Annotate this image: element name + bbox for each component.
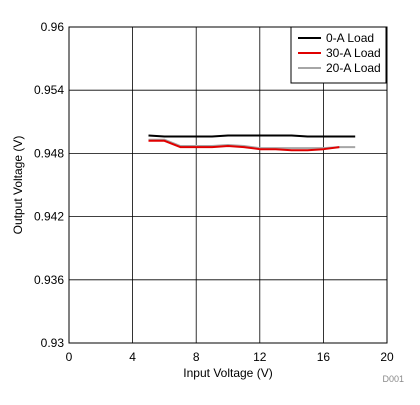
y-tick-labels: 0.93 0.936 0.942 0.948 0.954 0.96	[34, 20, 64, 350]
legend-label-20a: 20-A Load	[326, 61, 381, 75]
x-axis-title: Input Voltage (V)	[183, 366, 272, 380]
legend: 0-A Load 30-A Load 20-A Load	[290, 26, 387, 84]
y-tick-label: 0.954	[34, 83, 64, 97]
series-lines	[148, 134, 356, 152]
x-tick-labels: 0 4 8 12 16 20	[66, 350, 394, 364]
plot-frame	[68, 26, 388, 344]
y-tick-label: 0.942	[34, 210, 64, 224]
y-tick-label: 0.96	[41, 20, 65, 34]
y-tick-label: 0.948	[34, 146, 64, 160]
x-tick-label: 20	[380, 350, 394, 364]
x-tick-label: 12	[253, 350, 267, 364]
y-tick-label: 0.936	[34, 273, 64, 287]
series-line-20-a-load	[148, 138, 356, 150]
y-axis-title: Output Voltage (V)	[11, 136, 25, 235]
y-tick-label: 0.93	[41, 336, 65, 350]
series-line-30-a-load	[148, 139, 340, 152]
legend-label-30a: 30-A Load	[326, 46, 381, 60]
legend-label-0a: 0-A Load	[326, 31, 374, 45]
x-tick-label: 4	[129, 350, 136, 364]
x-tick-label: 16	[317, 350, 331, 364]
x-tick-label: 8	[193, 350, 200, 364]
series-line-0-a-load	[148, 134, 356, 138]
x-tick-label: 0	[66, 350, 73, 364]
figure-footnote: D001	[382, 374, 404, 384]
legend-box	[290, 26, 387, 84]
